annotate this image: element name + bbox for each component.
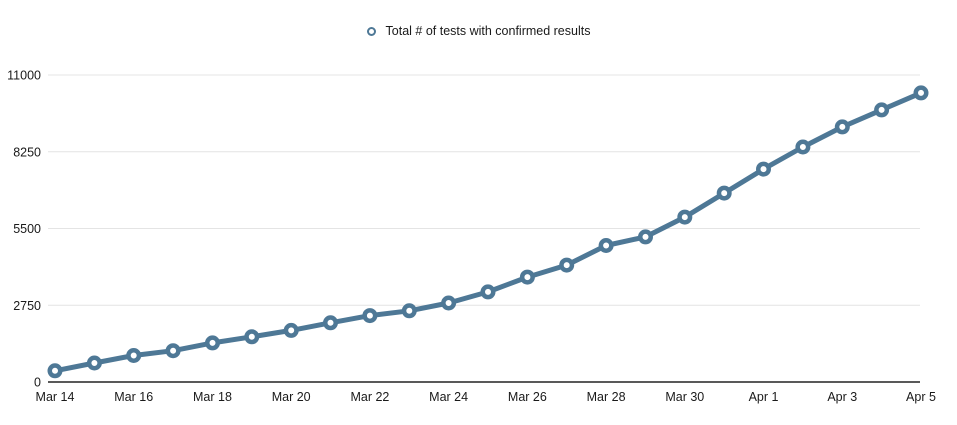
data-point-marker[interactable] xyxy=(244,329,260,345)
data-point-marker[interactable] xyxy=(480,284,496,300)
x-axis-tick-label: Apr 5 xyxy=(906,390,936,404)
x-axis-tick-label: Mar 26 xyxy=(508,390,547,404)
x-axis-tick-label: Mar 16 xyxy=(114,390,153,404)
data-point-marker[interactable] xyxy=(598,238,614,253)
y-axis-tick-label: 5500 xyxy=(13,222,41,236)
data-point-marker[interactable] xyxy=(519,269,535,285)
data-point-marker[interactable] xyxy=(362,308,378,324)
data-point-marker[interactable] xyxy=(165,343,181,359)
data-point-marker[interactable] xyxy=(323,315,338,331)
legend-item[interactable]: Total # of tests with confirmed results xyxy=(0,25,957,38)
x-axis-tick-label: Mar 14 xyxy=(36,390,75,404)
x-axis-tick-label: Apr 3 xyxy=(827,390,857,404)
x-axis-tick-label: Mar 24 xyxy=(429,390,468,404)
data-point-marker[interactable] xyxy=(638,229,653,245)
data-point-marker[interactable] xyxy=(205,335,220,351)
data-point-marker[interactable] xyxy=(441,295,457,311)
data-point-marker[interactable] xyxy=(283,322,299,338)
y-axis-tick-label: 2750 xyxy=(13,299,41,313)
y-axis-tick-label: 0 xyxy=(34,376,41,390)
data-point-marker[interactable] xyxy=(795,139,811,155)
legend-open-circle-icon xyxy=(366,26,376,36)
data-point-marker[interactable] xyxy=(559,257,575,273)
x-axis-tick-label: Mar 20 xyxy=(272,390,311,404)
data-point-marker[interactable] xyxy=(47,363,63,379)
x-axis-tick-label: Mar 18 xyxy=(193,390,232,404)
data-point-marker[interactable] xyxy=(677,209,693,225)
legend-label: Total # of tests with confirmed results xyxy=(385,24,591,38)
data-point-marker[interactable] xyxy=(834,119,850,135)
y-axis-tick-label: 8250 xyxy=(13,145,41,159)
x-axis-tick-label: Mar 28 xyxy=(587,390,626,404)
data-point-marker[interactable] xyxy=(716,185,732,201)
data-point-marker[interactable] xyxy=(86,355,102,371)
data-point-marker[interactable] xyxy=(401,303,417,319)
series-line xyxy=(52,90,924,374)
x-axis-tick-label: Mar 30 xyxy=(665,390,704,404)
y-axis-tick-label: 11000 xyxy=(7,69,41,83)
x-axis-tick-label: Apr 1 xyxy=(749,390,779,404)
data-point-marker[interactable] xyxy=(126,348,142,363)
x-axis-tick-label: Mar 22 xyxy=(350,390,389,404)
data-point-marker[interactable] xyxy=(874,102,890,118)
data-point-marker[interactable] xyxy=(913,85,929,101)
data-point-marker[interactable] xyxy=(756,161,771,177)
